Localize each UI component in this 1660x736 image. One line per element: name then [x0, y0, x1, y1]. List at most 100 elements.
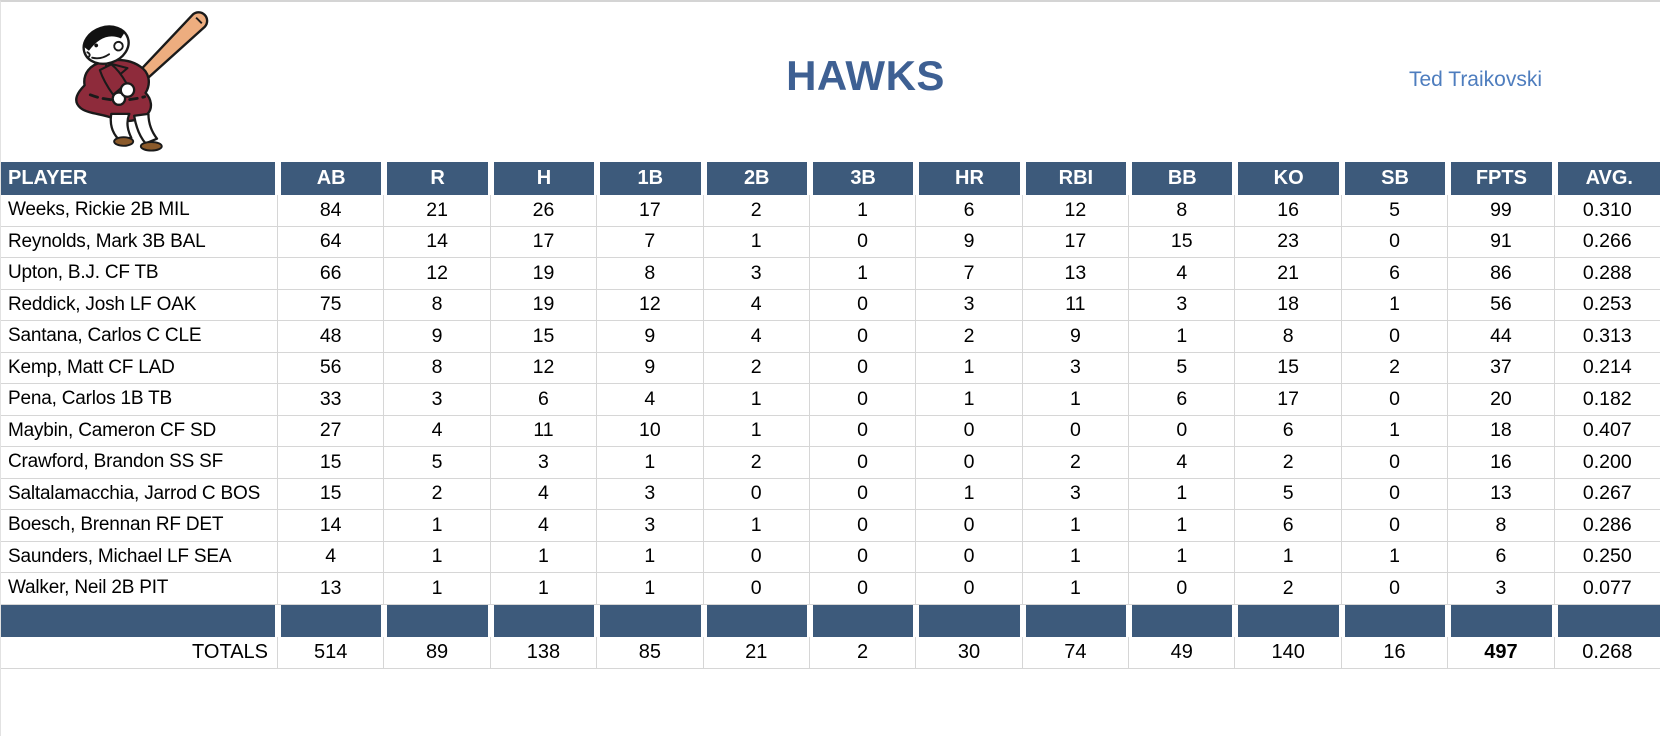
stat-cell-ab: 13 — [278, 573, 385, 605]
stat-cell-rbi: 3 — [1022, 352, 1130, 384]
stat-cell-sb: 2 — [1341, 352, 1449, 384]
stat-cell-2b: 4 — [703, 289, 810, 321]
stat-cell-sb: 0 — [1341, 447, 1449, 479]
owner-name: Ted Traikovski — [1408, 68, 1542, 91]
stat-cell-rbi: 11 — [1022, 289, 1130, 321]
stat-cell-1b: 7 — [597, 226, 704, 258]
stat-cell-ko: 16 — [1235, 195, 1342, 227]
stat-cell-1b: 17 — [597, 195, 704, 227]
stat-cell-r: 21 — [384, 195, 491, 227]
stat-cell-fpts: 13 — [1448, 478, 1555, 510]
friar-hands — [111, 82, 136, 106]
player-name-cell: Walker, Neil 2B PIT — [1, 573, 278, 605]
stat-cell-r: 1 — [384, 541, 491, 573]
stat-cell-ab: 4 — [278, 541, 385, 573]
stat-cell-h: 17 — [490, 226, 598, 258]
stat-cell-avg: 0.077 — [1554, 573, 1660, 605]
stat-cell-rbi: 0 — [1022, 415, 1130, 447]
stat-cell-2b: 1 — [703, 384, 810, 416]
player-name-cell: Maybin, Cameron CF SD — [1, 415, 278, 447]
separator-cell-fpts — [1448, 604, 1555, 637]
stat-cell-avg: 0.250 — [1554, 541, 1660, 573]
separator-cell-rbi — [1022, 604, 1130, 637]
stat-cell-2b: 0 — [703, 478, 810, 510]
totals-label: TOTALS — [1, 636, 278, 669]
stat-cell-hr: 1 — [916, 384, 1023, 416]
stat-cell-avg: 0.214 — [1554, 352, 1660, 384]
stat-cell-hr: 1 — [916, 352, 1023, 384]
stat-cell-h: 19 — [490, 258, 598, 290]
player-row: Walker, Neil 2B PIT 13 1 1 1 0 0 0 1 0 2 0 3 0.077 — [1, 573, 1660, 605]
stat-cell-ko: 2 — [1235, 573, 1342, 605]
stat-cell-r: 4 — [384, 415, 491, 447]
stat-cell-rbi: 12 — [1022, 195, 1130, 227]
separator-cell-bb — [1129, 604, 1236, 637]
team-name: HAWKS — [786, 52, 945, 99]
stat-cell-ko: 6 — [1235, 415, 1342, 447]
stat-cell-3b: 0 — [809, 447, 917, 479]
stat-cell-hr: 2 — [916, 321, 1023, 353]
player-row: Pena, Carlos 1B TB 33 3 6 4 1 0 1 1 6 17 0 20 0.182 — [1, 384, 1660, 416]
totals-row: TOTALS 514 89 138 85 21 2 30 74 49 140 16 497 0.268 — [1, 636, 1660, 669]
stat-cell-hr: 0 — [916, 415, 1023, 447]
stat-cell-1b: 10 — [597, 415, 704, 447]
player-name-cell: Kemp, Matt CF LAD — [1, 352, 278, 384]
player-name-cell: Saltalamacchia, Jarrod C BOS — [1, 478, 278, 510]
stat-cell-sb: 0 — [1341, 226, 1449, 258]
player-row: Reynolds, Mark 3B BAL 64 14 17 7 1 0 9 17 15 23 0 91… — [1, 226, 1660, 258]
stat-cell-1b: 12 — [597, 289, 704, 321]
stat-cell-3b: 0 — [809, 541, 917, 573]
stat-cell-r: 9 — [384, 321, 491, 353]
separator-cell-3b — [809, 604, 917, 637]
stat-cell-r: 8 — [384, 289, 491, 321]
player-row: Saunders, Michael LF SEA 4 1 1 1 0 0 0 1 1 1 1 6 0.25… — [1, 541, 1660, 573]
stat-cell-sb: 1 — [1341, 415, 1449, 447]
stat-cell-ab: 33 — [278, 384, 385, 416]
stat-cell-ko: 15 — [1235, 352, 1342, 384]
stat-cell-ab: 48 — [278, 321, 385, 353]
stat-cell-sb: 0 — [1341, 573, 1449, 605]
separator-cell-ab — [278, 604, 385, 637]
player-name-cell: Pena, Carlos 1B TB — [1, 384, 278, 416]
stat-cell-2b: 0 — [703, 573, 810, 605]
stat-cell-rbi: 2 — [1022, 447, 1130, 479]
column-header-player: PLAYER — [1, 162, 278, 195]
player-row: Boesch, Brennan RF DET 14 1 4 3 1 0 0 1 1 6 0 8 0.286 — [1, 510, 1660, 542]
stat-cell-bb: 4 — [1129, 258, 1236, 290]
stat-cell-sb: 0 — [1341, 510, 1449, 542]
stat-cell-avg: 0.200 — [1554, 447, 1660, 479]
column-header-1b: 1B — [597, 162, 704, 195]
stat-cell-h: 12 — [490, 352, 598, 384]
stat-cell-ko: 17 — [1235, 384, 1342, 416]
stat-cell-2b: 2 — [703, 352, 810, 384]
stat-cell-hr: 0 — [916, 447, 1023, 479]
stat-cell-bb: 6 — [1129, 384, 1236, 416]
column-header-ab: AB — [278, 162, 385, 195]
stat-cell-ko: 18 — [1235, 289, 1342, 321]
stat-cell-1b: 1 — [597, 447, 704, 479]
separator-cell-player — [1, 604, 278, 637]
column-header-hr: HR — [916, 162, 1023, 195]
stat-cell-r: 1 — [384, 573, 491, 605]
player-row: Weeks, Rickie 2B MIL 84 21 26 17 2 1 6 12 8 16 5 99 0… — [1, 195, 1660, 227]
stat-cell-rbi: 13 — [1022, 258, 1130, 290]
stat-cell-bb: 1 — [1129, 478, 1236, 510]
total-cell-avg: 0.268 — [1554, 636, 1660, 669]
player-name-cell: Saunders, Michael LF SEA — [1, 541, 278, 573]
table-header-row: PLAYER AB R H 1B 2B 3B HR RBI BB KO SB FPTS AVG. — [1, 162, 1660, 195]
stat-cell-ab: 66 — [278, 258, 385, 290]
player-row: Kemp, Matt CF LAD 56 8 12 9 2 0 1 3 5 15 2 37 0.214 — [1, 352, 1660, 384]
total-cell-ko: 140 — [1235, 636, 1342, 669]
stat-cell-bb: 3 — [1129, 289, 1236, 321]
stat-cell-hr: 6 — [916, 195, 1023, 227]
player-name-cell: Weeks, Rickie 2B MIL — [1, 195, 278, 227]
total-cell-2b: 21 — [703, 636, 810, 669]
stat-cell-2b: 2 — [703, 447, 810, 479]
stat-cell-1b: 4 — [597, 384, 704, 416]
stat-cell-hr: 1 — [916, 478, 1023, 510]
stat-cell-ko: 23 — [1235, 226, 1342, 258]
stat-cell-h: 4 — [490, 478, 598, 510]
separator-cell-ko — [1235, 604, 1342, 637]
total-cell-ab: 514 — [278, 636, 385, 669]
